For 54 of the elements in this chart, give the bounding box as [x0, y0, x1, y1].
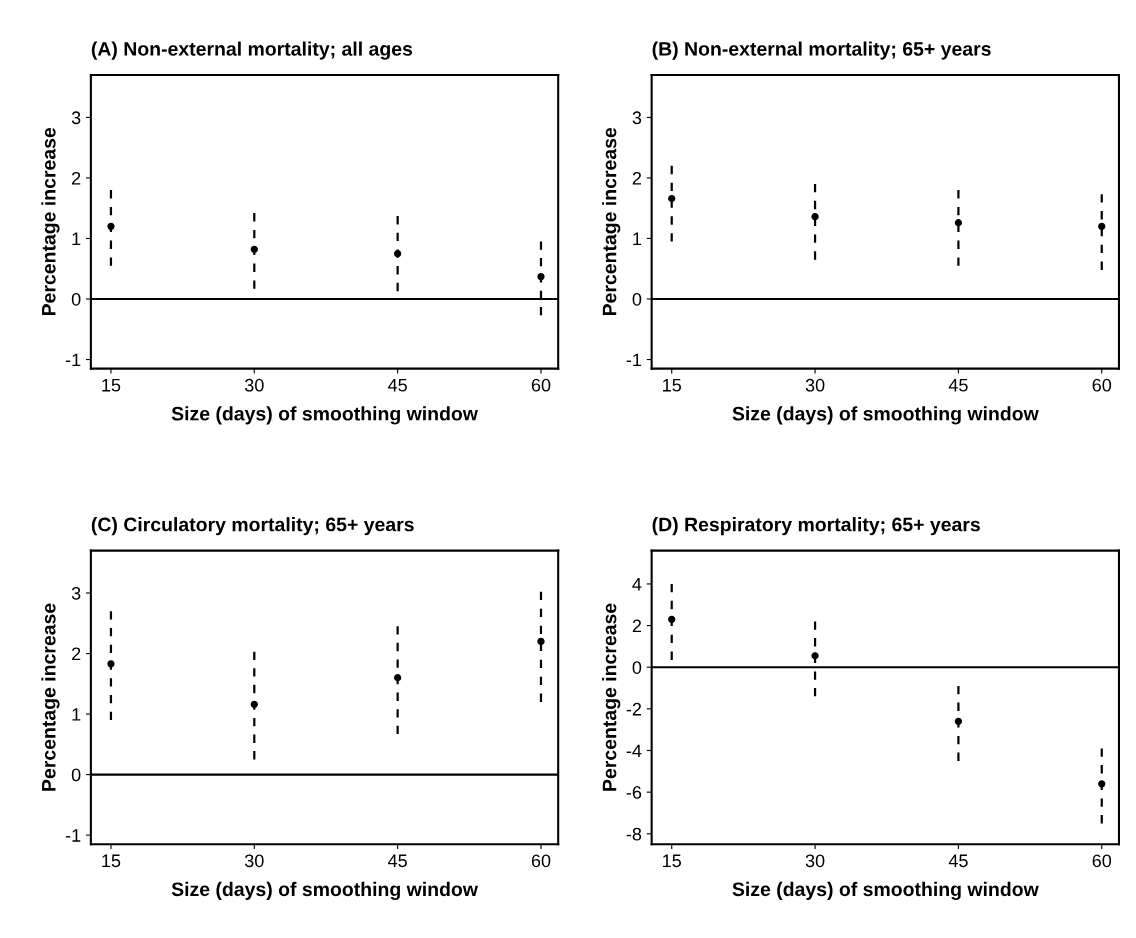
x-tick-label: 60 [1092, 378, 1112, 392]
x-tick-label: 15 [102, 854, 121, 868]
chart-title: (A) Non-external mortality; all ages [91, 41, 413, 60]
point [537, 637, 545, 646]
chart-title: (D) Respiratory mortality; 65+ years [652, 517, 980, 536]
y-tick-label: 3 [71, 111, 81, 125]
x-axis-title: Size (days) of smoothing window [171, 881, 478, 901]
point [668, 194, 676, 203]
x-tick-label: 30 [244, 378, 264, 392]
y-tick-label: -8 [626, 827, 642, 841]
y-tick-label: 2 [72, 171, 81, 185]
y-axis-title: Percentage increase [602, 603, 621, 791]
y-tick-label: 1 [633, 232, 642, 246]
x-axis-title: Size (days) of smoothing window [171, 406, 478, 425]
x-tick-label: 45 [388, 379, 407, 392]
x-tick-label: 15 [663, 854, 682, 868]
x-tick-label: 45 [948, 379, 968, 392]
y-axis-title: Percentage increase [41, 603, 60, 791]
x-tick-label: 30 [244, 854, 264, 868]
y-axis-title: Percentage increase [602, 127, 621, 316]
x-axis-title: Size (days) of smoothing window [732, 881, 1039, 901]
y-tick-label: 0 [71, 292, 81, 306]
y-tick-label: 4 [632, 578, 642, 591]
x-tick-label: 45 [948, 854, 968, 868]
y-tick-label: 3 [632, 111, 642, 125]
chart-title: (B) Non-external mortality; 65+ years [652, 41, 991, 60]
y-tick-label: 1 [72, 232, 81, 246]
x-tick-label: 60 [531, 854, 551, 868]
x-tick-label: 60 [1092, 854, 1112, 868]
y-axis-title: Percentage increase [41, 127, 60, 316]
x-axis-title: Size (days) of smoothing window [732, 406, 1039, 425]
y-tick-label: -1 [65, 353, 81, 367]
x-tick-label: 15 [102, 379, 121, 392]
y-tick-label: 1 [72, 708, 81, 721]
x-tick-label: 15 [663, 379, 682, 392]
chart-title: (C) Circulatory mortality; 65+ years [91, 517, 414, 536]
y-tick-label: -6 [626, 786, 642, 799]
x-tick-label: 30 [805, 378, 825, 392]
point [1098, 222, 1106, 231]
y-tick-label: -1 [65, 829, 81, 842]
y-tick-label: -2 [626, 702, 642, 716]
y-tick-label: 2 [632, 619, 642, 633]
y-tick-label: 2 [632, 171, 642, 185]
y-tick-label: 0 [632, 292, 642, 306]
x-tick-label: 45 [388, 854, 407, 868]
x-tick-label: 60 [531, 378, 551, 392]
point [811, 213, 819, 221]
y-tick-label: 0 [71, 768, 81, 782]
y-tick-label: -4 [626, 744, 642, 758]
y-tick-label: -1 [626, 353, 642, 367]
x-tick-label: 30 [805, 854, 825, 868]
y-tick-label: 0 [632, 661, 642, 674]
y-tick-label: 3 [71, 586, 81, 600]
y-tick-label: 2 [72, 647, 81, 661]
